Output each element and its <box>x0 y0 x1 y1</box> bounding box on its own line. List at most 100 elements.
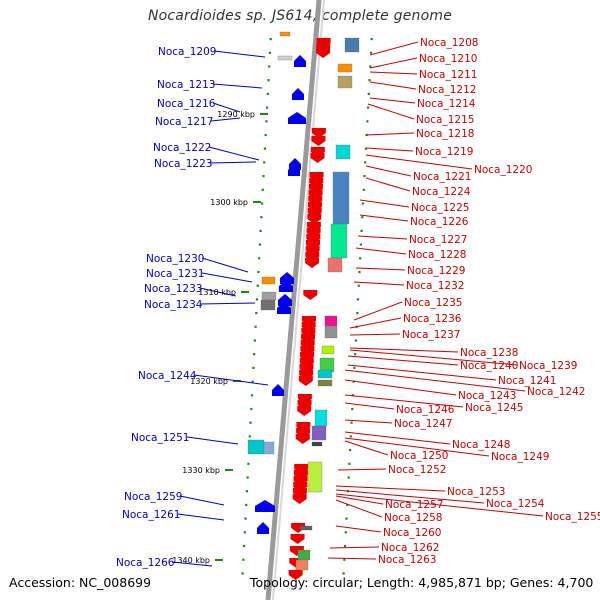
gene-feature-box <box>311 441 323 447</box>
leader-line <box>201 272 253 283</box>
leader-line <box>344 431 451 445</box>
leader-line <box>335 525 382 533</box>
gene-label-minus: Noca_1247 <box>394 418 452 430</box>
gene-label-minus: Noca_1218 <box>416 128 474 140</box>
position-tick <box>268 51 272 54</box>
gene-label-minus: Noca_1260 <box>383 527 441 539</box>
kbp-label: 1320 kbp <box>190 377 228 386</box>
position-tick <box>253 353 256 356</box>
position-tick <box>369 65 372 68</box>
gene-label-minus: Noca_1220 <box>474 164 532 176</box>
position-tick <box>242 558 245 561</box>
gene-arrow-plus <box>292 88 304 100</box>
gene-arrow-minus <box>316 48 331 58</box>
position-tick <box>258 257 261 260</box>
gene-label-plus: Noca_1216 <box>157 98 216 110</box>
gene-arrow-minus <box>290 534 305 544</box>
gene-label-minus: Noca_1254 <box>486 498 545 510</box>
leader-line <box>335 485 446 492</box>
position-tick <box>264 133 267 137</box>
gene-arrow-minus <box>291 523 306 533</box>
position-tick <box>357 284 360 287</box>
gene-label-plus: Noca_1209 <box>158 46 216 58</box>
position-tick <box>248 435 251 438</box>
gene-arrow-plus <box>255 500 275 512</box>
position-tick <box>243 531 246 534</box>
leader-line <box>365 132 415 136</box>
gene-label-minus: Noca_1235 <box>404 297 462 309</box>
gene-label-minus: Noca_1215 <box>416 114 474 126</box>
gene-feature-box <box>344 37 360 53</box>
position-tick <box>359 243 362 246</box>
position-tick <box>350 421 353 424</box>
gene-feature-box <box>247 439 265 455</box>
position-tick <box>251 380 254 383</box>
leader-line <box>213 50 266 58</box>
gene-arrow-plus <box>288 164 300 176</box>
position-tick <box>343 558 346 561</box>
position-tick <box>356 312 359 315</box>
gene-label-minus: Noca_1253 <box>447 486 505 498</box>
gene-arrow-minus <box>311 128 326 138</box>
position-tick <box>263 147 267 150</box>
gene-label-minus: Noca_1262 <box>381 542 439 554</box>
gene-feature-box <box>295 559 309 571</box>
leader-line <box>349 347 459 353</box>
position-tick <box>254 325 257 328</box>
gene-label-minus: Noca_1208 <box>420 37 478 49</box>
gene-arrow-minus <box>298 376 313 386</box>
gene-arrow-plus <box>294 55 306 67</box>
leader-line <box>199 302 256 305</box>
position-tick <box>265 120 268 123</box>
leader-line <box>349 333 401 336</box>
gene-feature-box <box>311 425 327 441</box>
position-tick <box>351 394 355 397</box>
gene-arrow-minus <box>310 153 325 163</box>
gene-label-plus: Noca_1261 <box>122 509 180 521</box>
gene-label-minus: Noca_1252 <box>388 464 446 476</box>
gene-label-minus: Noca_1255 <box>545 511 600 523</box>
position-tick <box>370 38 373 41</box>
gene-feature-box <box>327 257 343 273</box>
position-tick <box>345 517 348 520</box>
gene-label-plus: Noca_1244 <box>138 370 197 382</box>
position-tick <box>260 216 263 219</box>
kbp-label: 1290 kbp <box>217 110 255 119</box>
gene-label-plus: Noca_1266 <box>116 557 175 569</box>
leader-line <box>335 489 485 504</box>
position-tick <box>258 243 261 246</box>
position-tick <box>268 65 271 68</box>
leader-line <box>365 154 473 170</box>
leader-line <box>359 214 409 222</box>
gene-arrow-plus <box>288 112 306 124</box>
gene-label-minus: Noca_1227 <box>409 234 467 246</box>
gene-label-minus: Noca_1214 <box>417 98 476 110</box>
gene-feature-box <box>297 549 311 561</box>
position-tick <box>343 544 347 548</box>
position-tick <box>361 202 365 205</box>
position-tick <box>367 92 370 95</box>
leader-line <box>365 177 411 192</box>
position-tick <box>360 229 363 232</box>
position-tick <box>358 270 361 274</box>
position-tick <box>351 407 354 411</box>
position-tick <box>353 366 356 369</box>
gene-label-minus: Noca_1243 <box>458 390 516 402</box>
leader-line <box>349 317 402 329</box>
position-tick <box>252 366 255 369</box>
gene-arrow-minus <box>288 570 303 580</box>
leader-line <box>210 117 241 122</box>
leader-line <box>365 147 414 152</box>
gene-label-minus: Noca_1229 <box>407 265 465 277</box>
gene-feature-box <box>263 441 275 455</box>
gene-feature-box <box>337 63 353 73</box>
leader-line <box>199 287 237 297</box>
gene-arrow-minus <box>307 214 322 224</box>
leader-line <box>177 513 225 521</box>
leader-line <box>369 57 418 69</box>
position-tick <box>364 161 367 164</box>
position-tick <box>250 394 254 397</box>
gene-feature-box <box>321 345 335 355</box>
position-tick <box>244 517 247 520</box>
